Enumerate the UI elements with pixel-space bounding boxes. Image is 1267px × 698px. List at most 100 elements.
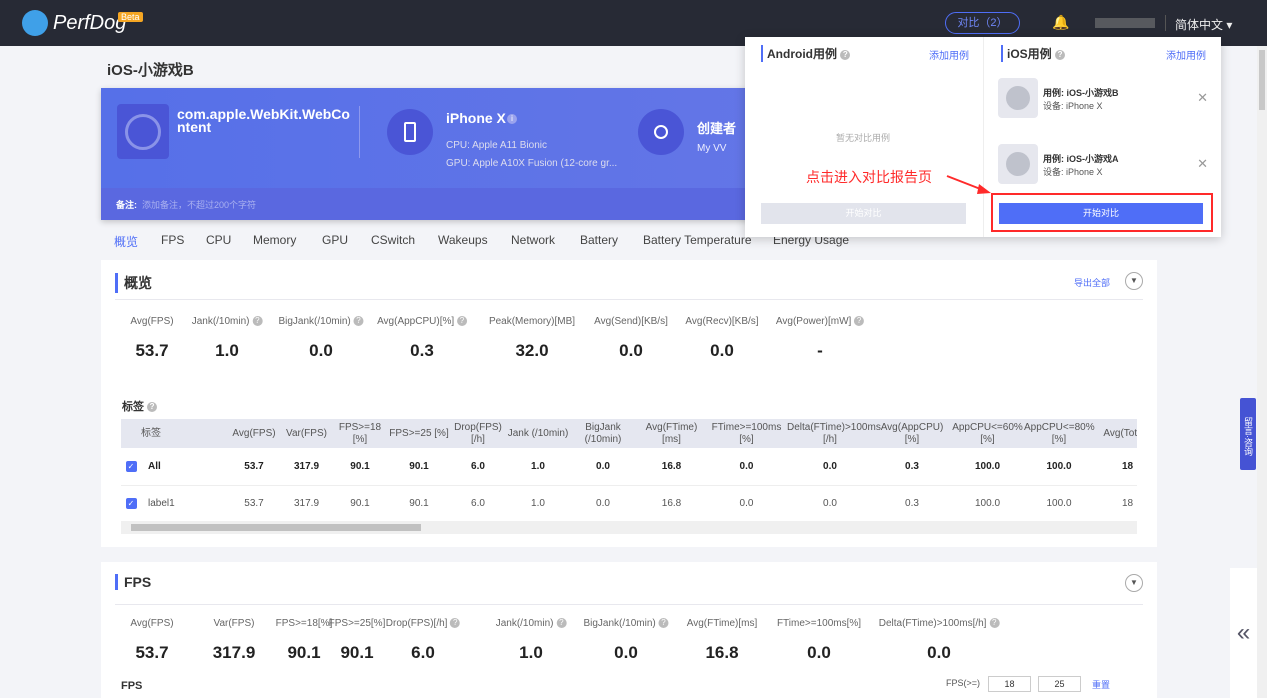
scrollbar-thumb[interactable] bbox=[1259, 50, 1265, 110]
help-icon[interactable]: ? bbox=[989, 618, 1000, 629]
bell-icon[interactable]: 🔔 bbox=[1052, 14, 1070, 30]
stat-label-text: Avg(Recv)[KB/s] bbox=[685, 316, 759, 327]
brand-name[interactable]: PerfDog bbox=[53, 12, 127, 34]
table-cell: 53.7 bbox=[226, 485, 282, 522]
stat-label: Delta(FTime)>100ms[/h] ? bbox=[879, 618, 1000, 629]
divider bbox=[115, 604, 1143, 605]
threshold-input-2[interactable]: 25 bbox=[1038, 676, 1081, 692]
tab-gpu[interactable]: GPU bbox=[322, 233, 349, 247]
info-icon[interactable]: i bbox=[507, 114, 517, 124]
help-icon[interactable]: ? bbox=[450, 618, 461, 629]
table-cell: 0.0 bbox=[787, 485, 873, 522]
stat-label-text: Var(FPS) bbox=[213, 618, 255, 629]
tab-wakeups[interactable]: Wakeups bbox=[438, 233, 488, 247]
collapse-icon[interactable]: ▼ bbox=[1125, 574, 1143, 592]
stat-value: 1.0 bbox=[519, 643, 543, 662]
help-icon[interactable]: ? bbox=[252, 316, 263, 327]
row-checkbox-cell[interactable]: ✓ bbox=[121, 485, 141, 522]
stat-label-text: FPS>=18[%] bbox=[275, 618, 333, 629]
case-name: 用例: iOS-小游戏B bbox=[1043, 88, 1119, 98]
table-row[interactable]: ✓ label1 53.7 317.9 90.1 90.1 6.0 1.0 0.0 16.8 0.0… bbox=[121, 485, 1137, 522]
empty-message: 暂无对比用例 bbox=[836, 133, 891, 143]
table-horizontal-scrollbar[interactable] bbox=[121, 521, 1137, 534]
add-ios-case-link[interactable]: 添加用例 bbox=[1166, 51, 1206, 62]
table-cell: 100.0 bbox=[1024, 485, 1094, 522]
note-input[interactable]: 添加备注，不超过200个字符 bbox=[142, 200, 257, 210]
divider bbox=[983, 37, 984, 237]
help-icon[interactable]: ? bbox=[147, 402, 158, 413]
case-device: 设备: iPhone X bbox=[1043, 167, 1103, 177]
tab-overview[interactable]: 概览 bbox=[114, 235, 139, 249]
help-icon[interactable]: ? bbox=[353, 316, 364, 327]
case-thumbnail bbox=[998, 78, 1038, 118]
close-icon[interactable]: ✕ bbox=[1197, 90, 1208, 105]
scrollbar-thumb[interactable] bbox=[131, 524, 421, 531]
page-title: iOS-小游戏B bbox=[107, 62, 194, 79]
case-item: 用例: iOS-小游戏A 设备: iPhone X ✕ bbox=[998, 144, 1208, 184]
help-icon[interactable]: ? bbox=[658, 618, 669, 629]
tab-memory[interactable]: Memory bbox=[253, 233, 297, 247]
help-icon[interactable]: ? bbox=[854, 316, 865, 327]
export-all-link[interactable]: 导出全部 bbox=[1074, 278, 1111, 288]
tab-cswitch[interactable]: CSwitch bbox=[371, 233, 416, 247]
table-cell: 0.3 bbox=[873, 485, 951, 522]
feedback-tab[interactable]: 留言·咨询 bbox=[1240, 398, 1256, 470]
tags-table: 标签 Avg(FPS) Var(FPS) FPS>=18 [%] FPS>=25 [%]… bbox=[121, 419, 1137, 534]
tab-battery-temperature[interactable]: Battery Temperature bbox=[643, 233, 752, 247]
tab-cpu[interactable]: CPU bbox=[206, 233, 232, 247]
stat-item: BigJank(/10min) ? 0.0 bbox=[583, 618, 669, 663]
ios-title-text: iOS用例 bbox=[1007, 47, 1052, 61]
column-header: Avg(FPS) bbox=[226, 419, 282, 448]
table-cell: 90.1 bbox=[331, 448, 389, 486]
help-icon[interactable]: ? bbox=[840, 49, 851, 60]
stat-label: Avg(Send)[KB/s] bbox=[594, 316, 668, 327]
fps-chart-label: FPS bbox=[121, 680, 143, 692]
table-cell: 0.0 bbox=[569, 485, 637, 522]
table-row[interactable]: ✓ All 53.7 317.9 90.1 90.1 6.0 1.0 0.0 16.8 0.0 0.0… bbox=[121, 448, 1137, 486]
annotation-arrow-icon bbox=[946, 175, 991, 194]
tab-network[interactable]: Network bbox=[511, 233, 556, 247]
column-header: Drop(FPS) [/h] bbox=[449, 419, 507, 448]
table-cell: 16.8 bbox=[637, 485, 706, 522]
stat-label: Avg(Recv)[KB/s] bbox=[685, 316, 758, 327]
user-avatar[interactable] bbox=[1095, 18, 1155, 28]
note-label: 备注: bbox=[116, 200, 137, 210]
stat-label-text: FTime>=100ms[%] bbox=[776, 618, 862, 629]
tags-title-text: 标签 bbox=[122, 401, 144, 413]
add-android-case-link[interactable]: 添加用例 bbox=[929, 51, 969, 62]
help-icon[interactable]: ? bbox=[456, 316, 467, 327]
close-icon[interactable]: ✕ bbox=[1197, 156, 1208, 171]
threshold-input-1[interactable]: 18 bbox=[988, 676, 1031, 692]
tab-fps[interactable]: FPS bbox=[161, 233, 185, 247]
language-select[interactable]: 简体中文 ▾ bbox=[1175, 18, 1233, 32]
stat-value: 90.1 bbox=[340, 643, 374, 662]
device-gpu: GPU: Apple A10X Fusion (12-core gr... bbox=[446, 158, 618, 169]
stat-label-text: BigJank(/10min) bbox=[583, 618, 656, 629]
stat-item: Avg(Send)[KB/s] 0.0 bbox=[594, 316, 668, 361]
table-cell: 100.0 bbox=[951, 448, 1024, 486]
checkbox[interactable]: ✓ bbox=[125, 460, 137, 472]
checkbox[interactable]: ✓ bbox=[125, 497, 137, 509]
help-icon[interactable]: ? bbox=[1055, 49, 1066, 60]
perfdog-logo-icon[interactable] bbox=[22, 10, 48, 36]
row-checkbox-cell[interactable]: ✓ bbox=[121, 448, 141, 486]
reset-link[interactable]: 重置 bbox=[1092, 680, 1111, 690]
stat-label: FTime>=100ms[%] bbox=[777, 618, 861, 629]
column-header: Avg(AppCPU) [%] bbox=[873, 419, 951, 448]
help-icon[interactable]: ? bbox=[556, 618, 567, 629]
stat-value: 0.0 bbox=[309, 341, 333, 360]
table-cell: 90.1 bbox=[389, 485, 449, 522]
collapse-icon[interactable]: ▼ bbox=[1125, 272, 1143, 290]
expand-sidebar-button[interactable]: « bbox=[1230, 568, 1257, 698]
case-thumbnail bbox=[998, 144, 1038, 184]
tab-battery[interactable]: Battery bbox=[580, 233, 619, 247]
stat-value: 0.0 bbox=[619, 341, 643, 360]
compare-button[interactable]: 对比（2） bbox=[945, 12, 1020, 34]
fps-panel: FPS ▼ Avg(FPS) 53.7 Var(FPS) 317.9 FPS>=18[%… bbox=[101, 562, 1157, 698]
page-scrollbar[interactable] bbox=[1257, 46, 1267, 698]
stat-value: 32.0 bbox=[515, 341, 549, 360]
android-start-compare-button[interactable]: 开始对比 bbox=[761, 203, 966, 224]
table-cell: 0.0 bbox=[787, 448, 873, 486]
ios-start-compare-button[interactable]: 开始对比 bbox=[999, 203, 1203, 224]
stat-item: Jank(/10min) ? 1.0 bbox=[192, 316, 263, 361]
